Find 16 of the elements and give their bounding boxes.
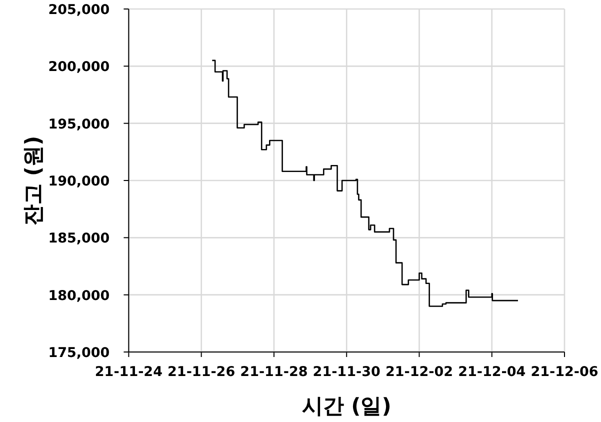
ytick: 190,000: [48, 174, 110, 190]
ytick: 180,000: [48, 288, 110, 304]
ytick: 195,000: [48, 116, 110, 132]
xtick: 21-11-26: [168, 364, 236, 380]
xtick: 21-11-24: [94, 364, 162, 380]
xtick: 21-11-30: [312, 364, 380, 380]
ylabel: 잔고 (원): [21, 136, 45, 226]
xtick: 21-11-28: [240, 364, 308, 380]
xlabel: 시간 (일): [302, 394, 392, 418]
xtick: 21-12-06: [530, 364, 598, 380]
ytick: 200,000: [48, 59, 110, 76]
ytick: 175,000: [48, 345, 110, 361]
xtick: 21-12-04: [458, 364, 526, 380]
xtick: 21-12-02: [385, 364, 454, 380]
ytick: 205,000: [48, 2, 110, 18]
ytick: 185,000: [48, 230, 110, 247]
